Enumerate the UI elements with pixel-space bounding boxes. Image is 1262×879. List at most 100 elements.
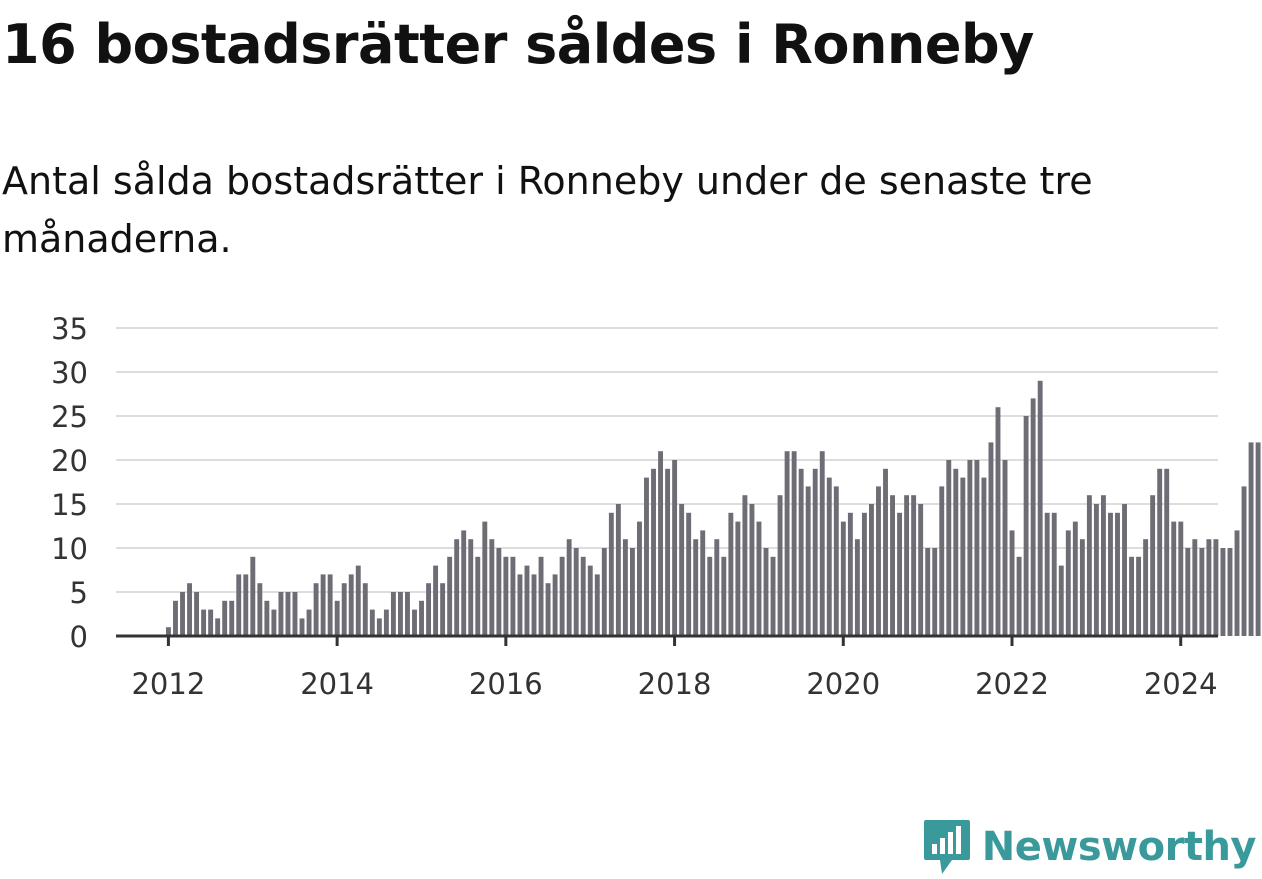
bar: [777, 495, 783, 636]
y-tick-label: 25: [51, 400, 88, 434]
y-tick-label: 35: [51, 312, 88, 346]
bar: [1115, 512, 1120, 636]
bar: [784, 451, 790, 636]
bar: [1065, 530, 1071, 636]
bar: [714, 539, 720, 636]
bar: [482, 521, 488, 636]
bar: [510, 556, 516, 636]
bar: [995, 407, 1001, 636]
bar: [243, 574, 249, 636]
bar: [229, 600, 235, 636]
bar: [362, 583, 368, 636]
bar: [257, 583, 263, 636]
bar: [1171, 521, 1177, 636]
bar: [236, 574, 242, 636]
bar: [883, 468, 888, 636]
bar: [271, 609, 277, 636]
bar: [278, 592, 284, 636]
bar: [791, 451, 797, 636]
bar: [925, 548, 931, 636]
bar: [1037, 380, 1043, 636]
bar: [355, 565, 361, 636]
bar: [461, 530, 467, 636]
y-tick-label: 5: [70, 576, 88, 610]
bar: [840, 521, 846, 636]
bar: [1072, 521, 1078, 636]
bar: [173, 600, 178, 636]
bar: [644, 477, 649, 636]
bar: [1192, 539, 1198, 636]
bar: [313, 583, 319, 636]
bar: [376, 618, 382, 636]
bar: [250, 556, 256, 636]
bar: [1213, 539, 1219, 636]
bar: [531, 574, 537, 636]
x-tick-label: 2014: [300, 667, 374, 701]
bar: [1093, 504, 1099, 636]
bar: [419, 600, 424, 636]
bar: [1002, 460, 1008, 636]
bar: [412, 609, 417, 636]
bar: [651, 468, 656, 636]
bar: [988, 442, 994, 636]
bar: [749, 504, 755, 636]
bar: [890, 495, 895, 636]
bar: [854, 539, 860, 636]
bar: [876, 486, 881, 636]
bar: [693, 539, 699, 636]
bar: [686, 512, 692, 636]
bar: [475, 556, 481, 636]
bar: [468, 539, 474, 636]
bar: [587, 565, 593, 636]
newsworthy-logo-icon: [923, 820, 970, 874]
bar: [1016, 556, 1022, 636]
y-tick-label: 30: [51, 356, 88, 390]
bar: [1234, 530, 1240, 636]
bar: [573, 548, 579, 636]
bar: [1206, 539, 1212, 636]
bar: [580, 556, 586, 636]
bar: [1241, 486, 1247, 636]
bar: [1058, 565, 1064, 636]
bar: [1023, 416, 1029, 636]
bar: [637, 521, 642, 636]
bar: [1248, 442, 1254, 636]
bar: [897, 512, 903, 636]
x-tick-label: 2012: [131, 667, 205, 701]
bar: [426, 583, 432, 636]
bar: [1100, 495, 1106, 636]
bar: [812, 468, 818, 636]
bar: [918, 504, 924, 636]
bar: [1227, 548, 1233, 636]
bar: [594, 574, 600, 636]
newsworthy-logo: Newsworthy: [922, 818, 1257, 876]
newsworthy-logo-text: Newsworthy: [981, 824, 1257, 870]
bar: [496, 548, 502, 636]
bars: [166, 380, 1261, 636]
bar: [1051, 512, 1057, 636]
bar: [847, 512, 853, 636]
bar: [1178, 521, 1184, 636]
y-tick-label: 0: [70, 620, 88, 654]
bar: [629, 548, 635, 636]
bar: [861, 512, 867, 636]
bar: [960, 477, 966, 636]
bar-chart: 0 5 10 15 20 25 30 35 2012 2014 2016 2018 2020 2022 2…: [51, 312, 1261, 701]
bar: [911, 495, 917, 636]
bar: [756, 521, 762, 636]
bar: [292, 592, 298, 636]
bar: [194, 592, 200, 636]
bar: [306, 609, 312, 636]
bar: [615, 504, 621, 636]
x-axis: 20122014201620182020202220242026: [116, 634, 1218, 701]
bar: [826, 477, 832, 636]
bar: [348, 574, 354, 636]
x-tick-label: 2016: [469, 667, 543, 701]
bar: [566, 539, 572, 636]
bar: [1122, 504, 1127, 636]
bar: [946, 460, 952, 636]
bar: [1108, 512, 1113, 636]
bar: [1157, 468, 1163, 636]
bar: [285, 592, 291, 636]
bar: [1255, 442, 1261, 636]
